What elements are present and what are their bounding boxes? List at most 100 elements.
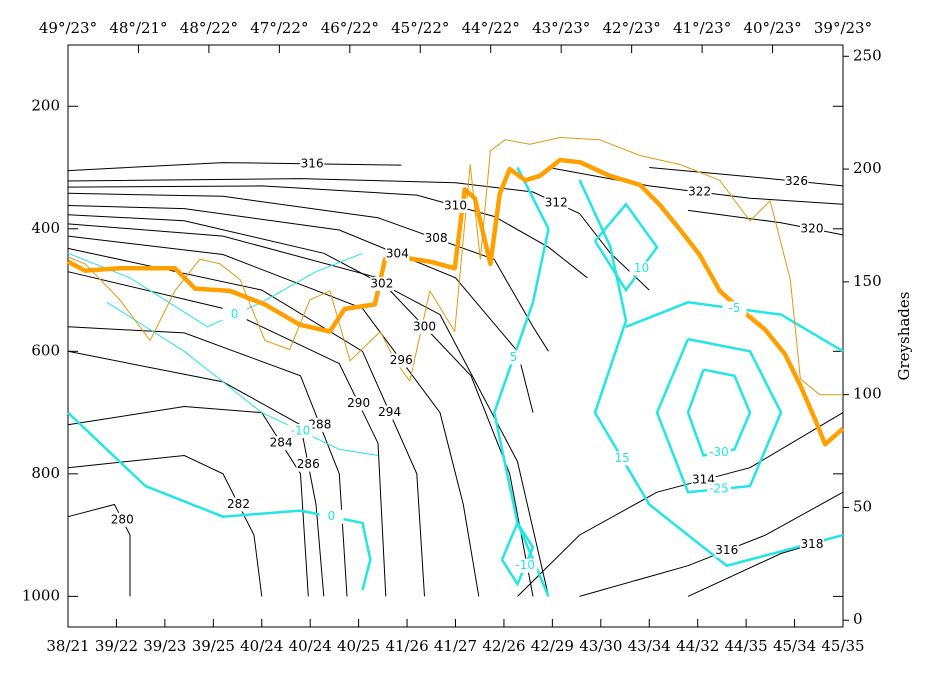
contour-line: [578, 179, 844, 568]
contour-label-bg: [513, 558, 538, 573]
contour-line: [67, 271, 387, 597]
contour-label: 10: [634, 261, 649, 275]
x-tick-label: 45/35: [821, 637, 864, 655]
contour-label: 302: [370, 276, 393, 290]
contour-label-bg: [629, 261, 654, 276]
contour-line: [67, 162, 402, 172]
y2-tick-label: 0: [853, 610, 863, 628]
contour-label: 288: [308, 417, 331, 431]
contour-label: 310: [444, 198, 467, 212]
contour-label-bg: [544, 195, 569, 210]
contour-label-bg: [707, 482, 731, 497]
x-tick-label: 39/23: [143, 637, 186, 655]
top-tick-label: 39°/23°: [814, 19, 872, 37]
y2-tick-label: 200: [853, 159, 882, 177]
x-tick-label: 39/25: [192, 637, 235, 655]
contour-label: -25: [709, 482, 729, 496]
contour-label: 286: [297, 457, 320, 471]
x-tick-label: 44/32: [676, 637, 719, 655]
contour-label: 280: [111, 512, 134, 526]
contour-label-bg: [800, 537, 824, 552]
contour-label-bg: [269, 436, 294, 451]
contour-line: [106, 301, 379, 456]
contour-label: 15: [614, 451, 629, 465]
contour-label-bg: [501, 350, 526, 365]
x-tick-label: 40/24: [289, 637, 332, 655]
x-tick-label: 41/27: [434, 637, 477, 655]
top-tick-label: 49°/23°: [39, 19, 97, 37]
contour-label: 322: [688, 185, 711, 199]
contour-label: 0: [231, 307, 239, 321]
contour-label: 312: [545, 195, 568, 209]
contour-label-bg: [412, 319, 437, 334]
contour-line: [500, 520, 535, 587]
contour-label-bg: [707, 445, 731, 460]
y2-axis-label: Greyshades: [895, 292, 913, 381]
contour-label: 300: [413, 319, 436, 333]
top-tick-label: 43°/23°: [532, 19, 590, 37]
y2-tick-label: 50: [853, 497, 872, 515]
plot-frame: [67, 44, 844, 628]
y-tick-label: 600: [31, 341, 60, 359]
top-tick-label: 40°/23°: [743, 19, 801, 37]
top-tick-label: 41°/23°: [673, 19, 731, 37]
contour-label-bg: [346, 396, 371, 411]
contour-label-bg: [389, 353, 414, 368]
contour-line: [67, 350, 325, 597]
x-tick-label: 40/25: [337, 637, 380, 655]
contour-label-bg: [800, 221, 824, 236]
contour-line: [67, 454, 263, 597]
contour-line: [67, 411, 372, 591]
contour-label-bg: [296, 457, 321, 472]
y2-tick-label: 250: [853, 46, 882, 64]
contour-label: -30: [709, 445, 729, 459]
y2-tick-label: 150: [853, 272, 882, 290]
x-tick-label: 39/22: [95, 637, 138, 655]
contour-line: [686, 368, 752, 457]
contour-label: 290: [347, 396, 370, 410]
contour-label-bg: [443, 198, 468, 213]
contour-line: [67, 247, 425, 597]
contour-label-bg: [226, 497, 251, 512]
contour-label: -10: [291, 423, 311, 437]
contour-label: 282: [227, 497, 250, 511]
contour-line: [67, 223, 534, 597]
contour-label: 294: [378, 405, 401, 419]
contour-label-bg: [319, 509, 344, 524]
top-tick-label: 48°/22°: [180, 19, 238, 37]
contour-label-bg: [307, 417, 332, 432]
contour-label-bg: [722, 301, 747, 316]
x-tick-label: 42/26: [482, 637, 525, 655]
contour-line: [593, 202, 659, 293]
contour-label: 320: [801, 221, 824, 235]
series-line: [67, 137, 843, 396]
contour-label: 316: [301, 156, 324, 170]
contour-label: 296: [390, 353, 413, 367]
x-tick-label: 43/30: [579, 637, 622, 655]
contour-label-bg: [424, 231, 449, 246]
contour-label-bg: [784, 174, 809, 189]
y2-tick-label: 100: [853, 385, 882, 403]
contour-label: 308: [425, 231, 448, 245]
contour-label-bg: [288, 423, 313, 438]
contour-label-bg: [222, 307, 247, 322]
contour-label-bg: [300, 156, 325, 171]
contour-label-bg: [110, 512, 135, 527]
contour-label-bg: [610, 451, 635, 466]
contour-label: 0: [328, 509, 336, 523]
contour-label-bg: [385, 246, 410, 261]
y-tick-label: 200: [31, 96, 60, 114]
contour-label-bg: [687, 185, 712, 200]
contour-label-bg: [369, 276, 394, 291]
top-tick-label: 46°/22°: [321, 19, 379, 37]
top-tick-label: 44°/22°: [462, 19, 520, 37]
top-tick-label: 47°/22°: [250, 19, 308, 37]
contour-line: [67, 214, 549, 597]
top-tick-label: 45°/22°: [391, 19, 449, 37]
contour-line: [655, 337, 783, 494]
contour-label: -10: [515, 558, 535, 572]
contour-label: 304: [386, 246, 409, 260]
contour-label: 318: [801, 537, 824, 551]
contour-label-bg: [714, 543, 739, 558]
